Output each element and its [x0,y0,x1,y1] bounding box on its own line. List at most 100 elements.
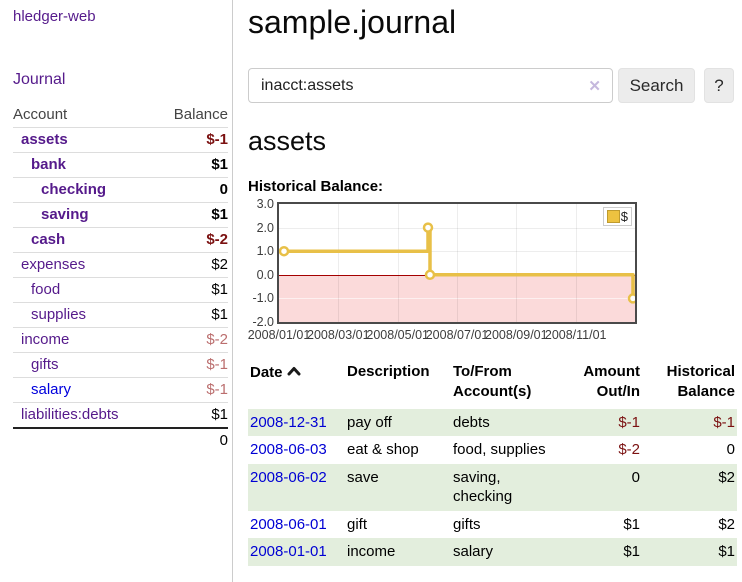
account-link-supplies[interactable]: supplies [31,306,86,323]
transaction-amount: 0 [561,464,642,511]
x-tick: 2008/03/01 [307,328,370,342]
transaction-amount: $-1 [561,409,642,437]
register-header-row: Date Description To/From Account(s) Amou… [248,360,737,409]
data-point-marker [629,294,635,302]
x-tick: 2008/07/01 [426,328,489,342]
y-tick: 3.0 [248,197,274,211]
search-button[interactable]: Search [618,68,695,103]
account-row-supplies: supplies $1 [13,303,228,328]
transaction-balance: $1 [642,538,737,566]
transaction-amount: $1 [561,511,642,539]
transaction-date-link[interactable]: 2008-12-31 [250,414,327,431]
app-brand-link[interactable]: hledger-web [13,8,96,25]
sidebar: hledger-web Journal Account Balance asse… [0,0,233,582]
transaction-row[interactable]: 2008-01-01 income salary $1 $1 [248,538,737,566]
account-row-checking: checking 0 [13,178,228,203]
chart-legend: $ [603,207,632,226]
chart-plot-area: $ [277,202,637,324]
transaction-row[interactable]: 2008-06-03 eat & shop food, supplies $-2… [248,436,737,464]
account-link-saving[interactable]: saving [41,206,89,223]
accounts-header-account: Account [13,103,155,128]
transaction-row[interactable]: 2008-12-31 pay off debts $-1 $-1 [248,409,737,437]
account-heading: assets [248,126,326,157]
header-account: To/From Account(s) [451,360,561,409]
accounts-total-row: 0 [13,428,228,453]
transaction-date-link[interactable]: 2008-01-01 [250,543,327,560]
account-link-assets[interactable]: assets [21,131,68,148]
page-title: sample.journal [248,4,456,41]
account-balance: $-2 [155,228,228,253]
help-button[interactable]: ? [704,68,734,103]
header-amount: Amount Out/In [561,360,642,409]
x-tick: 2008/11/01 [545,328,607,342]
transaction-balance: $2 [642,511,737,539]
account-row-expenses: expenses $2 [13,253,228,278]
clear-search-icon[interactable]: ✕ [588,77,601,95]
account-balance: $1 [155,303,228,328]
y-tick: 2.0 [248,221,274,235]
account-balance: $-1 [155,128,228,153]
account-link-liabilities-debts[interactable]: liabilities:debts [21,406,119,423]
transaction-date-link[interactable]: 2008-06-03 [250,441,327,458]
accounts-table: Account Balance assets $-1 bank $1 check… [13,103,228,453]
x-tick: 2008/09/01 [485,328,548,342]
transaction-row[interactable]: 2008-06-02 save saving, checking 0 $2 [248,464,737,511]
transaction-balance: $-1 [642,409,737,437]
transaction-amount: $-2 [561,436,642,464]
transaction-amount: $1 [561,538,642,566]
transaction-description: income [345,538,451,566]
account-row-assets: assets $-1 [13,128,228,153]
legend-label: $ [621,209,628,224]
account-link-income[interactable]: income [21,331,69,348]
data-point-marker [424,224,432,232]
transaction-date-link[interactable]: 2008-06-01 [250,516,327,533]
balance-series-line [279,204,635,322]
account-row-cash: cash $-2 [13,228,228,253]
x-tick: 2008/01/01 [248,328,311,342]
account-balance: $1 [155,278,228,303]
data-point-marker [426,271,434,279]
account-link-expenses[interactable]: expenses [21,256,85,273]
account-row-salary: salary $-1 [13,378,228,403]
transaction-description: gift [345,511,451,539]
header-balance: Historical Balance [642,360,737,409]
account-link-checking[interactable]: checking [41,181,106,198]
legend-swatch-icon [607,210,620,223]
accounts-total-balance: 0 [155,428,228,453]
y-tick: -1.0 [248,291,274,305]
transaction-balance: $2 [642,464,737,511]
header-description: Description [345,360,451,409]
account-row-gifts: gifts $-1 [13,353,228,378]
account-balance: $1 [155,403,228,429]
header-date[interactable]: Date [248,360,345,409]
chart-title: Historical Balance: [248,178,383,195]
transaction-account: food, supplies [451,436,561,464]
account-balance: $-1 [155,378,228,403]
account-link-bank[interactable]: bank [31,156,66,173]
account-link-food[interactable]: food [31,281,60,298]
account-balance: $-2 [155,328,228,353]
account-link-salary[interactable]: salary [31,381,71,398]
transaction-description: pay off [345,409,451,437]
account-row-liabilities-debts: liabilities:debts $1 [13,403,228,429]
search-input[interactable] [248,68,613,103]
transaction-row[interactable]: 2008-06-01 gift gifts $1 $2 [248,511,737,539]
account-row-food: food $1 [13,278,228,303]
account-link-gifts[interactable]: gifts [31,356,59,373]
account-row-bank: bank $1 [13,153,228,178]
account-row-saving: saving $1 [13,203,228,228]
sort-ascending-icon [287,362,301,382]
transaction-account: salary [451,538,561,566]
transaction-account: debts [451,409,561,437]
search-form: ✕ [248,68,613,103]
y-tick: 1.0 [248,244,274,258]
historical-balance-chart: 3.0 2.0 1.0 0.0 -1.0 -2.0 $ 2008/01/01 2… [248,202,648,344]
y-tick: -2.0 [248,315,274,329]
account-balance: $1 [155,153,228,178]
sidebar-item-journal[interactable]: Journal [13,71,65,89]
y-tick: 0.0 [248,268,274,282]
account-link-cash[interactable]: cash [31,231,65,248]
accounts-header-row: Account Balance [13,103,228,128]
data-point-marker [280,247,288,255]
transaction-date-link[interactable]: 2008-06-02 [250,469,327,486]
